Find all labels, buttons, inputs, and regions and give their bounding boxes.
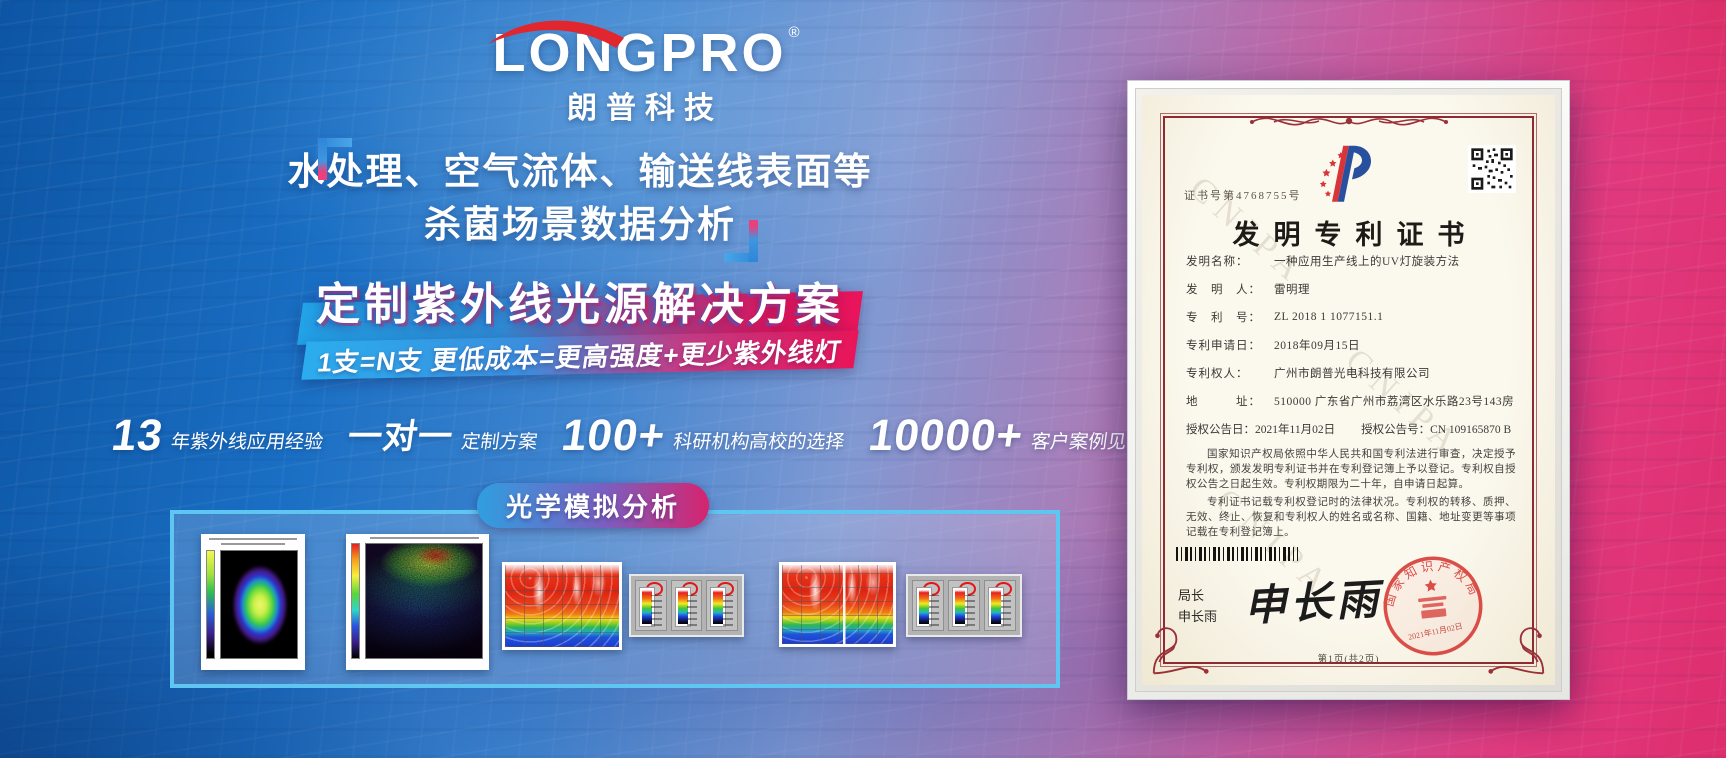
barcode xyxy=(1176,547,1298,561)
grant-number: 授权公告号：CN 109165870 B xyxy=(1361,424,1512,436)
stat-years: 13 年紫外线应用经验 xyxy=(108,411,325,460)
simulation-title-badge: 光学模拟分析 xyxy=(477,483,709,528)
headline-line2: 杀菌场景数据分析 xyxy=(424,204,736,245)
certificate-number: 证书号第4768755号 xyxy=(1184,190,1302,202)
sim-colorbar-readout-1 xyxy=(629,574,744,637)
certificate-fields: 发明名称： 一种应用生产线上的UV灯旋装方法 发 明 人： 雷明理 专 利 号： ZL… xyxy=(1186,256,1515,436)
colorbar xyxy=(351,543,360,659)
certificate-body-text: 国家知识产权局依照中华人民共和国专利法进行审查，决定授予专利权，颁发发明专利证书… xyxy=(1186,449,1516,538)
simulation-panel xyxy=(170,510,1060,688)
headline-line1: 水处理、空气流体、输送线表面等 xyxy=(287,151,873,192)
ornament-flourish-icon xyxy=(1249,117,1448,126)
beam-blob xyxy=(230,561,291,649)
stats-row: 13 年紫外线应用经验 一对一 定制方案 100+ 科研机构高校的选择 1000… xyxy=(108,411,1147,460)
brand-name: LONGPRO xyxy=(492,23,787,83)
patent-certificate: CNIPA CNIPA CNIPA 证书号第4768755号 xyxy=(1127,80,1570,700)
cnipa-logo-icon xyxy=(1319,145,1372,202)
noise-texture xyxy=(366,544,482,658)
sim-plot-irradiance-map xyxy=(346,534,489,670)
sim-plot-beam-contour xyxy=(201,534,305,670)
grant-date: 授权公告日：2021年11月02日 xyxy=(1186,424,1336,436)
certificate-title: 发明专利证书 xyxy=(1232,220,1479,250)
colorbar xyxy=(206,550,215,659)
registered-mark: ® xyxy=(788,24,800,41)
director-signature: 申长雨 xyxy=(1242,574,1384,631)
director-label: 局长 xyxy=(1178,588,1205,603)
cta-title: 定制紫外线光源解决方案 xyxy=(316,280,844,329)
brand-logo: LONGPRO ® 朗普科技 xyxy=(455,20,835,127)
stat-one-on-one: 一对一 定制方案 xyxy=(345,418,539,457)
stat-institutions: 100+ 科研机构高校的选择 xyxy=(558,411,846,460)
sim-plot-surface-heatmap-1 xyxy=(502,562,622,650)
director-block: 局长 申长雨 xyxy=(1178,585,1217,627)
quote-bracket-close xyxy=(724,220,758,262)
brand-subtitle: 朗普科技 xyxy=(567,92,723,125)
quote-bracket-open xyxy=(318,138,352,180)
stat-cases: 10000+ 客户案例见证 xyxy=(865,411,1147,460)
corner-flourish-icon xyxy=(1152,627,1209,675)
logo-swoosh-icon xyxy=(488,20,625,48)
page-number: 第1页(共2页) xyxy=(1317,655,1380,665)
certificate-paper: CNIPA CNIPA CNIPA 证书号第4768755号 xyxy=(1142,95,1555,685)
simulation-title: 光学模拟分析 xyxy=(505,492,680,522)
corner-flourish-icon xyxy=(1488,627,1545,675)
qr-code xyxy=(1468,145,1516,193)
sim-colorbar-readout-2 xyxy=(906,574,1022,637)
headline: 水处理、空气流体、输送线表面等 杀菌场景数据分析 xyxy=(240,148,920,248)
sim-plot-surface-heatmap-2 xyxy=(779,562,896,647)
director-name: 申长雨 xyxy=(1178,609,1218,624)
official-seal: 国家知识产权局 2021年11月02日 xyxy=(1378,555,1483,656)
